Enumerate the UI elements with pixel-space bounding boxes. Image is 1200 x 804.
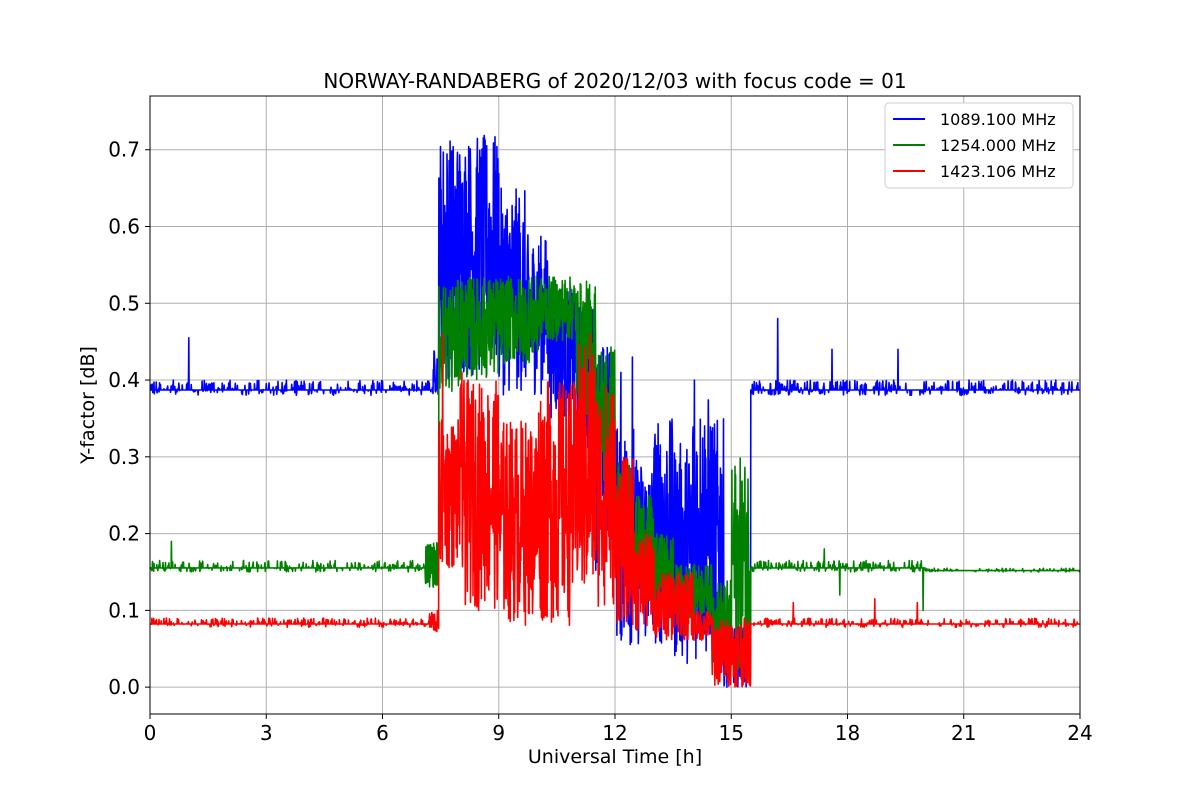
legend-label-1: 1089.100 MHz xyxy=(940,110,1056,129)
x-tick-label: 12 xyxy=(602,721,627,745)
y-tick-label: 0.2 xyxy=(108,522,140,546)
x-tick-label: 24 xyxy=(1067,721,1092,745)
axis-ticks: 0 3 6 9 12 15 18 21 24 0.0 0.1 0.2 0.3 0.4 0.5 0.6 0.7 xyxy=(108,138,1093,745)
y-tick-label: 0.1 xyxy=(108,598,140,622)
series-line-3 xyxy=(149,333,1081,688)
y-tick-label: 0.7 xyxy=(108,138,140,162)
legend-box xyxy=(884,102,1074,189)
y-axis-label: Y-factor [dB] xyxy=(77,346,99,465)
x-tick-label: 15 xyxy=(719,721,744,745)
y-tick-label: 0.0 xyxy=(108,675,140,699)
chart-title: NORWAY-RANDABERG of 2020/12/03 with focu… xyxy=(323,69,906,93)
x-tick-label: 18 xyxy=(835,721,860,745)
x-tick-label: 3 xyxy=(260,721,273,745)
y-tick-label: 0.3 xyxy=(108,445,140,469)
x-tick-label: 21 xyxy=(951,721,976,745)
series-layer xyxy=(149,134,1081,688)
x-axis-label: Universal Time [h] xyxy=(528,746,702,768)
legend-label-3: 1423.106 MHz xyxy=(940,162,1056,181)
legend: 1089.100 MHz 1254.000 MHz 1423.106 MHz xyxy=(884,102,1074,189)
y-tick-label: 0.4 xyxy=(108,368,140,392)
y-tick-label: 0.5 xyxy=(108,291,140,315)
x-tick-label: 9 xyxy=(492,721,505,745)
legend-label-2: 1254.000 MHz xyxy=(940,136,1056,155)
x-tick-label: 0 xyxy=(144,721,157,745)
y-tick-label: 0.6 xyxy=(108,215,140,239)
x-tick-label: 6 xyxy=(376,721,389,745)
